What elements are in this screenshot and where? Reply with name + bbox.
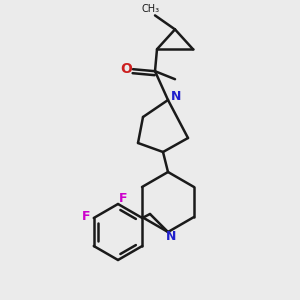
Text: CH₃: CH₃ <box>142 4 160 14</box>
Text: O: O <box>120 62 132 76</box>
Text: F: F <box>82 209 90 223</box>
Text: N: N <box>166 230 176 244</box>
Text: N: N <box>171 91 181 103</box>
Text: F: F <box>119 193 127 206</box>
